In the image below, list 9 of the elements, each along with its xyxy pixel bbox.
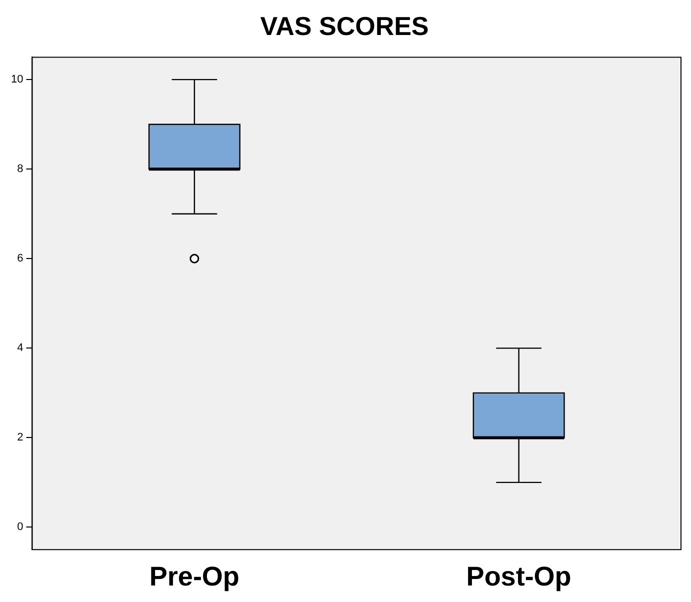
chart-title: VAS SCORES (260, 10, 429, 41)
y-tick-label: 10 (10, 74, 24, 86)
y-tick-label: 8 (17, 163, 24, 176)
y-tick-label: 6 (17, 252, 24, 265)
y-tick-label: 2 (17, 432, 24, 444)
y-tick-label: 0 (17, 521, 24, 534)
x-tick-label: Pre-Op (149, 561, 240, 592)
x-tick-label: Post-Op (466, 561, 572, 592)
y-tick-label: 4 (17, 342, 24, 354)
